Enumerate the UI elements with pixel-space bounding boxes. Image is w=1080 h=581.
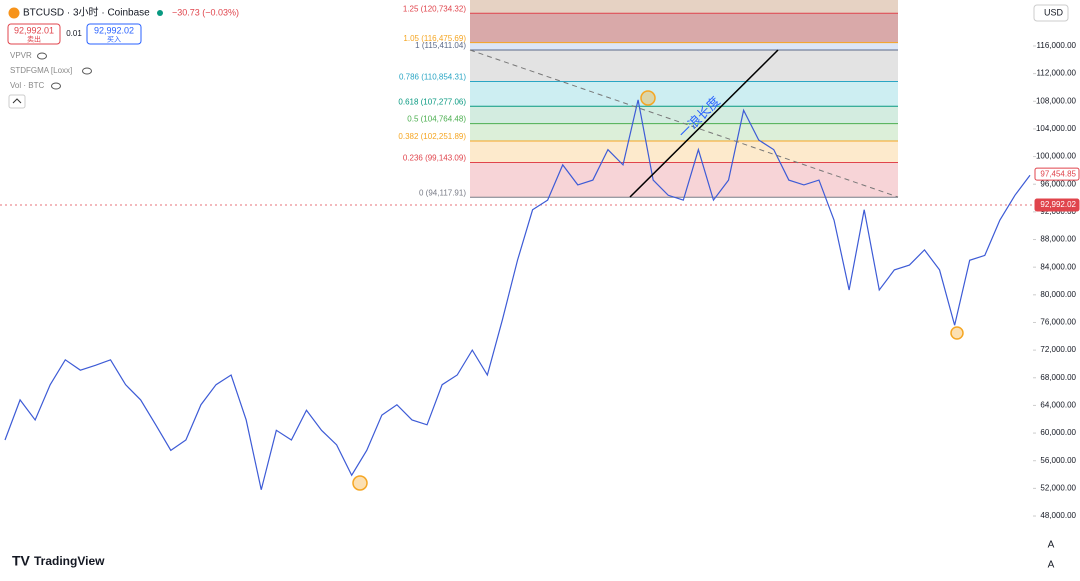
fib-label: 0.382 (102,251.89) [398,132,466,141]
y-tick-label: 116,000.00 [1037,41,1077,50]
y-tick-label: 104,000.00 [1036,124,1077,133]
chevron [12,98,22,104]
currency-button[interactable] [1033,4,1069,22]
y-tick-label: 64,000.00 [1040,401,1076,410]
indicator[interactable]: STDFGMA [Loxx] [10,66,72,75]
fib-band [470,106,898,124]
y-tick-label: 52,000.00 [1040,483,1076,492]
y-tick-label: 68,000.00 [1040,373,1076,382]
coin-icon [8,7,20,19]
fib-band [470,13,898,43]
spread: 0.01 [66,29,82,38]
fib-band [470,50,898,82]
fib-label: 0.5 (104,764.48) [407,115,466,124]
fib-label: 0.236 (99,143.09) [403,154,466,163]
indicator[interactable]: VPVR [10,51,32,60]
price-path [4,99,1031,490]
plot [0,99,1033,490]
fib-label: 0.618 (107,277.06) [398,97,466,106]
trend-line [629,49,779,198]
fib-retracement: 0 (94,117.91) 0.236 (99,143.09) 0.382 (102… [398,0,898,198]
dashed-line [469,49,899,198]
buy-button[interactable] [86,23,142,45]
y-tick-label: 56,000.00 [1040,456,1076,465]
y-tick-label: 80,000.00 [1040,290,1076,299]
sell-button[interactable] [7,23,61,45]
logo-mark: TV [12,553,31,569]
fib-label: 0 (94,117.91) [419,188,466,197]
logo: TradingView [34,554,105,568]
y-tick-label: 100,000.00 [1036,152,1077,161]
change: −30.73 (−0.03%) [172,7,239,17]
sell-price: 92,992.01 [14,25,54,35]
auto-scale[interactable]: A [1048,540,1055,551]
price-tag-label: 92,992.02 [1040,200,1076,209]
fib-label: 1.25 (120,734.32) [403,4,466,13]
fib-band [470,123,898,142]
fib-label: 1.05 (116,475.69) [403,34,466,43]
y-tick-label: 72,000.00 [1040,345,1076,354]
eye-icon[interactable] [51,82,61,90]
eye-icon[interactable] [37,52,47,60]
status-dot [157,10,163,16]
y-tick-label: 76,000.00 [1040,318,1076,327]
marker [950,326,964,340]
buy-price: 92,992.02 [94,25,134,35]
indicator[interactable]: Vol · BTC [10,81,44,90]
y-tick-label: 88,000.00 [1040,235,1076,244]
marker [352,475,368,491]
price-axis [1033,0,1080,581]
price-tag [1034,167,1080,181]
fib-band [470,81,898,107]
fib-label: 0.786 (110,854.31) [399,73,466,82]
marker [640,90,656,106]
price-tag-label: 97,454.85 [1040,169,1076,178]
fib-label: 1 (115,411.04) [415,41,466,50]
y-tick-label: 96,000.00 [1040,179,1076,188]
y-tick-label: 84,000.00 [1040,262,1076,271]
y-tick-label: 48,000.00 [1040,511,1076,520]
fib-band [470,141,898,163]
collapse-button[interactable] [8,94,26,109]
fib-band [470,42,898,51]
fib-band [470,0,898,14]
currency: USD [1044,7,1064,17]
fib-band [470,162,898,198]
sell-label: 卖出 [27,34,41,43]
symbol[interactable]: BTCUSD · 3小时 · Coinbase [23,7,150,19]
buy-label: 买入 [107,35,121,43]
eye-icon[interactable] [82,67,92,75]
y-tick-label: 108,000.00 [1036,96,1077,105]
auto-scale[interactable]: A [1048,560,1055,571]
y-tick-label: 60,000.00 [1040,428,1076,437]
price-axis-labels: 48,000.00 52,000.00 56,000.00 60,000.00 64,0… [1033,41,1080,520]
y-tick-label: 112,000.00 [1037,69,1077,78]
price-tag [1034,198,1080,212]
